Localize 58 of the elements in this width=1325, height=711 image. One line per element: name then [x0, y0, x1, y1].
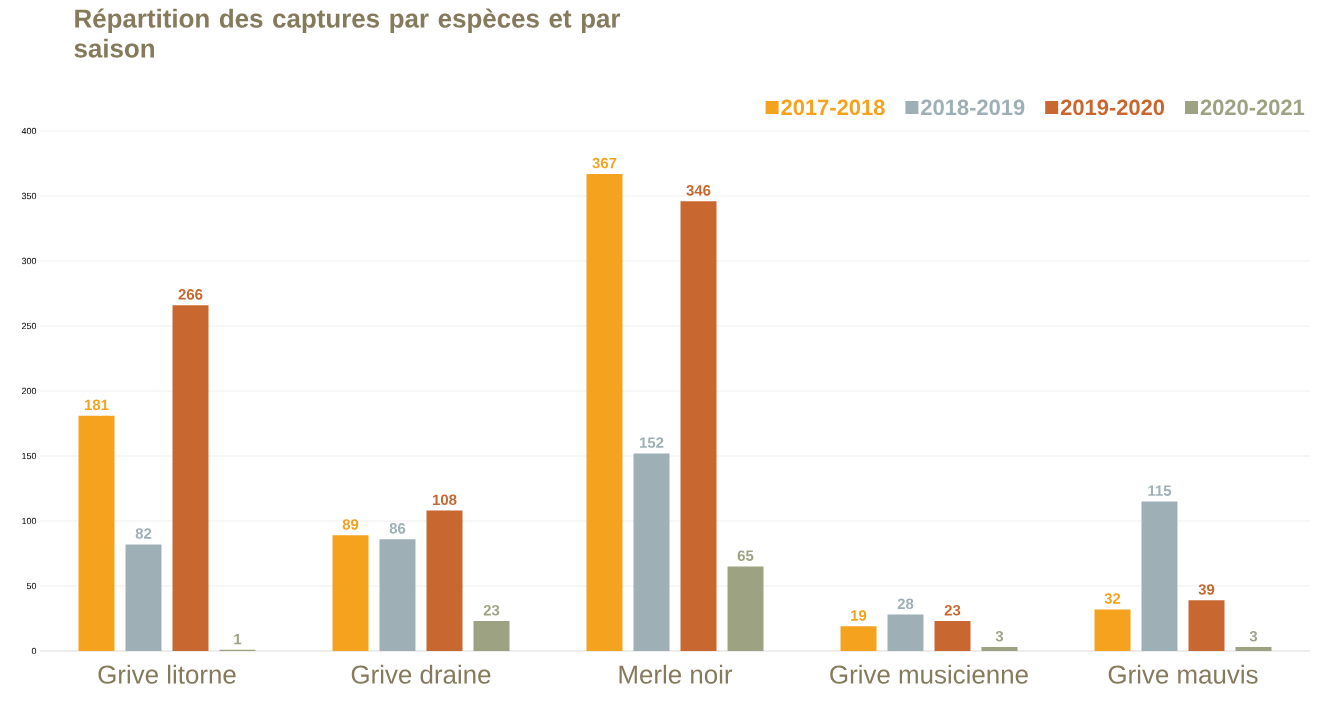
bar — [78, 415, 115, 651]
data-label: 367 — [592, 157, 617, 169]
data-label: 346 — [686, 185, 711, 196]
legend-label: 2019-2020 — [1060, 99, 1165, 116]
data-label: 152 — [639, 437, 664, 448]
bar — [379, 539, 416, 651]
bar — [633, 453, 670, 651]
chart-title: Répartition des captures par espèces et par saison — [74, 8, 621, 58]
data-label: 115 — [1148, 485, 1172, 496]
y-tick-label: 350 — [21, 192, 37, 200]
data-label: 23 — [944, 604, 961, 616]
y-tick-label: 150 — [22, 452, 37, 460]
y-tick-label: 250 — [21, 322, 37, 330]
bar — [680, 201, 717, 651]
bar — [1141, 501, 1178, 651]
data-label: 108 — [432, 494, 457, 506]
bar — [426, 510, 463, 651]
y-tick-label: 200 — [21, 387, 37, 395]
y-tick-label: 100 — [22, 517, 37, 525]
bar — [840, 626, 877, 651]
data-label: 28 — [897, 598, 914, 610]
bar — [1094, 609, 1131, 651]
y-tick-label: 50 — [26, 582, 37, 590]
x-tick-label: Grive musicienne — [830, 664, 1028, 684]
data-label: 1 — [234, 633, 242, 645]
bar — [934, 621, 971, 651]
bar — [332, 535, 369, 651]
data-label: 32 — [1104, 593, 1121, 604]
bar — [981, 647, 1018, 651]
data-label: 86 — [389, 523, 406, 534]
data-label: 3 — [1249, 630, 1258, 642]
y-tick-label: 0 — [31, 647, 37, 655]
x-tick-label: Grive litorne — [98, 664, 236, 684]
y-tick-label: 400 — [21, 127, 37, 135]
bar — [172, 305, 209, 651]
bar — [586, 173, 623, 651]
x-tick-label: Grive mauvis — [1108, 664, 1258, 684]
legend-label: 2018-2019 — [921, 99, 1025, 116]
bar — [1188, 600, 1225, 651]
data-label: 39 — [1198, 584, 1215, 595]
x-tick-label: Grive draine — [351, 664, 491, 684]
data-label: 82 — [135, 528, 152, 539]
bar — [887, 614, 924, 651]
data-label: 19 — [851, 610, 867, 621]
y-tick-label: 300 — [21, 257, 37, 265]
data-label: 23 — [483, 604, 500, 616]
data-label: 65 — [737, 550, 754, 561]
legend-label: 2017-2018 — [781, 99, 885, 116]
bar — [473, 621, 510, 651]
data-label: 89 — [342, 519, 359, 530]
bar — [1235, 647, 1272, 651]
data-label: 266 — [178, 289, 203, 300]
data-label: 3 — [995, 630, 1004, 642]
x-tick-label: Merle noir — [619, 664, 733, 684]
bar — [125, 544, 162, 651]
data-label: 181 — [84, 399, 109, 411]
bar — [727, 566, 764, 651]
legend-label: 2020-2021 — [1200, 99, 1305, 116]
